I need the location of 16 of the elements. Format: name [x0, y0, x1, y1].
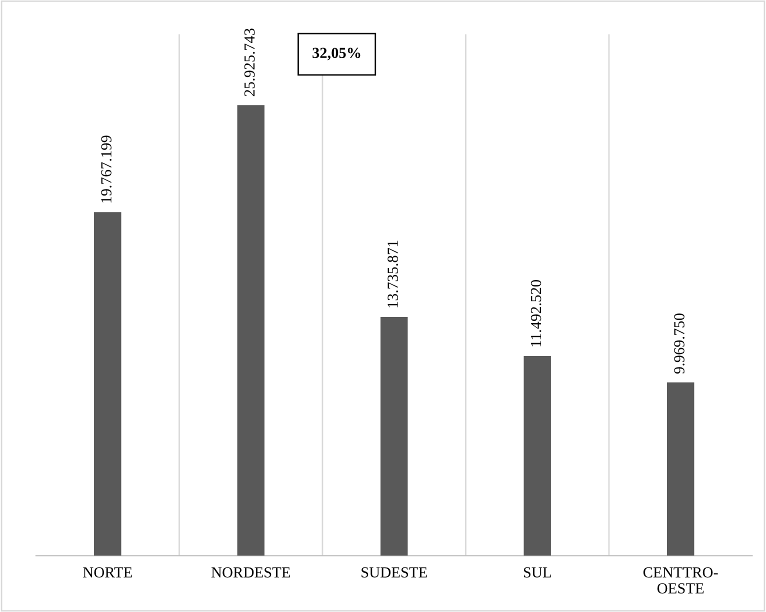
x-tick-label: CENTTRO- OESTE — [643, 567, 718, 594]
bar — [94, 212, 122, 556]
bar — [380, 316, 408, 556]
data-label: 9.969.750 — [674, 314, 684, 374]
bar — [666, 382, 694, 556]
x-tick-label: NORTE — [83, 567, 132, 578]
bar — [237, 105, 264, 556]
data-label: 13.735.871 — [388, 240, 398, 308]
annotation: 32,05% — [312, 48, 360, 60]
x-tick-label: NORDESTE — [211, 567, 290, 578]
x-tick-label: SUDESTE — [362, 567, 427, 578]
bar — [524, 356, 551, 556]
data-label: 19.767.199 — [101, 136, 112, 202]
x-tick-label: SUL — [524, 567, 551, 578]
data-label: 11.492.520 — [530, 280, 542, 346]
data-label: 25.925.743 — [244, 28, 255, 96]
